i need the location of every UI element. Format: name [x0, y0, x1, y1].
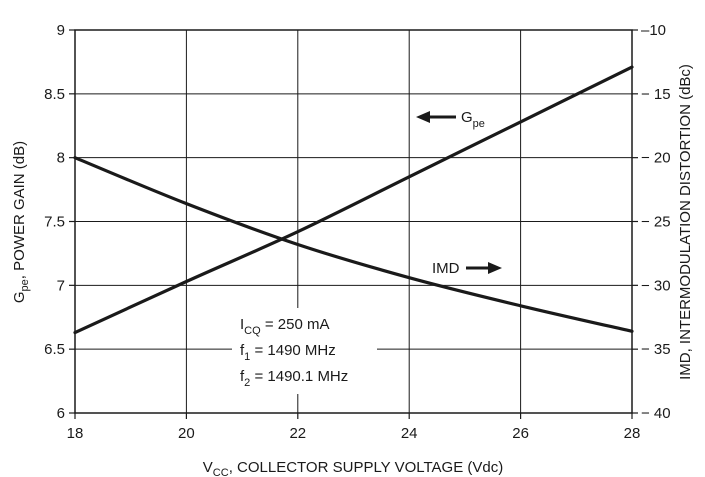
series-line-gpe [73, 65, 634, 335]
imd-label: IMD [432, 260, 460, 277]
y-right-tick-label: − 25 [641, 214, 671, 231]
gpe-label: G [461, 109, 473, 126]
x-axis-label: VCC, COLLECTOR SUPPLY VOLTAGE (Vdc) [203, 459, 503, 477]
y-left-tick-labels: 6 6.5 7 7.5 8 8.5 9 [44, 22, 65, 422]
y-left-tick-label: 9 [57, 22, 65, 39]
y-right-tick-labels: − 40 − 35 − 30 − 25 − 20 − 15 –10 [641, 22, 671, 422]
x-tick-label: 26 [512, 425, 529, 442]
y-left-tick-label: 6 [57, 405, 65, 422]
y-right-tick-label: − 20 [641, 150, 671, 167]
y-left-tick-label: 6.5 [44, 341, 65, 358]
y-right-tick-label: − 40 [641, 405, 671, 422]
condition-f1: f1 = 1490 MHz [240, 342, 336, 363]
condition-icq: ICQ = 250 mA [240, 316, 329, 337]
y-right-tick-label: − 35 [641, 341, 671, 358]
x-tick-label: 18 [67, 425, 84, 442]
y-left-tick-label: 7.5 [44, 214, 65, 231]
gpe-annotation: Gpe [416, 109, 485, 130]
tick-marks [69, 29, 638, 419]
imd-arrow-head [488, 262, 502, 274]
conditions-text: ICQ = 250 mA f1 = 1490 MHz f2 = 1490.1 M… [240, 316, 348, 389]
y-left-axis-label: Gpe, POWER GAIN (dB) [11, 141, 31, 303]
y-left-tick-label: 8 [57, 150, 65, 167]
imd-annotation: IMD [432, 260, 502, 277]
condition-f2: f2 = 1490.1 MHz [240, 368, 348, 389]
x-tick-label: 20 [178, 425, 195, 442]
y-right-axis-label: IMD, INTERMODULATION DISTORTION (dBc) [677, 64, 694, 380]
y-right-tick-label: − 30 [641, 277, 671, 294]
y-right-tick-label: − 15 [641, 86, 671, 103]
svg-text:Gpe: Gpe [461, 109, 485, 130]
y-left-tick-label: 8.5 [44, 86, 65, 103]
x-tick-label: 28 [624, 425, 641, 442]
x-tick-labels: 18 20 22 24 26 28 [67, 425, 641, 442]
x-tick-label: 24 [401, 425, 418, 442]
y-left-tick-label: 7 [57, 277, 65, 294]
gpe-label-sub: pe [473, 118, 485, 130]
x-tick-label: 22 [289, 425, 306, 442]
conditions-box [232, 308, 377, 394]
y-right-tick-label: –10 [641, 22, 666, 39]
gpe-arrow-head [416, 111, 430, 123]
series-line-imd [73, 156, 634, 333]
series [73, 65, 634, 335]
